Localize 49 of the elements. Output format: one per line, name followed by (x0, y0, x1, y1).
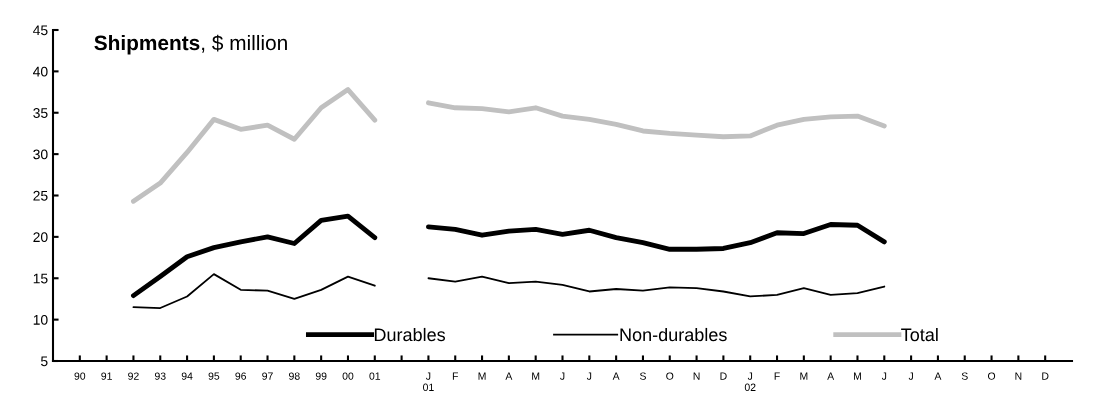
x-tick-label: A (505, 372, 513, 380)
legend-label: Durables (374, 327, 446, 342)
x-tick-label: M (478, 372, 486, 380)
x-tick-label: O (987, 372, 996, 380)
x-tick-label: 99 (315, 372, 327, 380)
legend-label: Total (901, 327, 938, 342)
y-tick-label: 10 (33, 314, 48, 325)
x-tick-label: M (800, 372, 808, 380)
x-tick-label: O (666, 372, 674, 380)
x-tick-label: S (961, 372, 968, 380)
x-tick-label: 91 (101, 372, 112, 380)
y-tick-label: 5 (40, 356, 48, 367)
x-tick-label: N (693, 372, 700, 380)
x-tick-label: J 01 (423, 372, 434, 391)
x-tick-label: 01 (369, 372, 381, 380)
x-tick-label: 90 (74, 372, 86, 380)
x-tick-label: 93 (154, 372, 166, 380)
y-tick-label: 30 (33, 149, 48, 160)
y-tick-label: 20 (33, 232, 48, 243)
x-tick-label: S (639, 372, 646, 380)
x-tick-label: 92 (128, 372, 139, 380)
y-tick-label: 25 (33, 190, 48, 201)
x-tick-label: A (612, 372, 620, 380)
chart-title: Shipments, $ million (94, 34, 287, 55)
x-tick-label: J (586, 372, 592, 380)
x-tick-label: M (853, 372, 861, 380)
x-tick-label: J (560, 372, 565, 380)
x-tick-label: D (720, 372, 727, 380)
x-tick-label: F (774, 372, 780, 380)
y-tick-label: 45 (33, 25, 48, 36)
legend-label: Non-durables (620, 327, 727, 342)
x-tick-label: 97 (262, 372, 273, 380)
x-tick-label: A (934, 372, 942, 380)
x-tick-label: 95 (208, 372, 220, 380)
x-tick-label: 00 (342, 372, 354, 380)
x-tick-label: 98 (289, 372, 300, 380)
x-tick-label: D (1042, 372, 1049, 380)
x-tick-label: 96 (235, 372, 247, 380)
y-tick-label: 40 (33, 66, 48, 77)
x-tick-label: J (908, 372, 913, 380)
x-tick-label: 94 (181, 372, 193, 380)
x-tick-label: J 02 (744, 372, 756, 391)
y-tick-label: 35 (33, 108, 48, 118)
x-tick-label: A (827, 372, 835, 380)
x-tick-label: M (532, 372, 540, 380)
y-tick-label: 15 (33, 273, 48, 284)
x-tick-label: N (1015, 372, 1022, 380)
x-tick-label: F (452, 372, 458, 380)
x-tick-label: J (881, 372, 887, 380)
